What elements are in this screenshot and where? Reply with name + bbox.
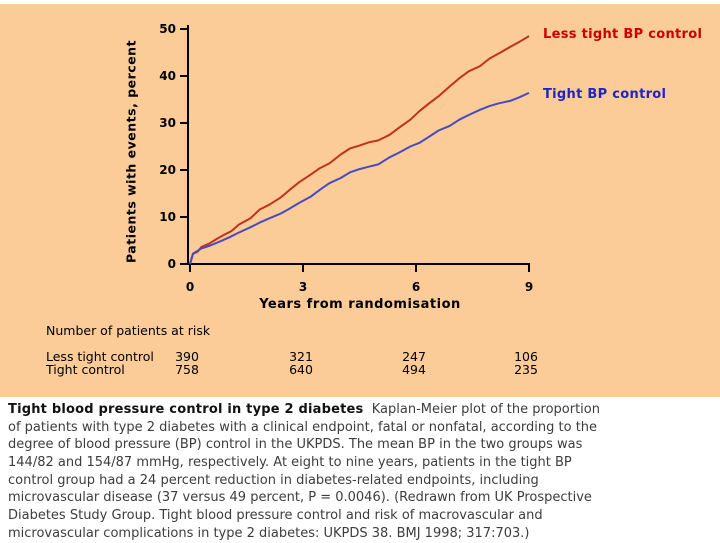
legend-label-tight: Tight BP control [543,87,667,102]
caption-title: Tight blood pressure control in type 2 d… [8,402,364,417]
figure-caption: Tight blood pressure control in type 2 d… [8,401,720,543]
at-risk-value: 640 [289,362,313,377]
at-risk-header: Number of patients at risk [46,323,211,338]
at-risk-row: Less tight control 390 321 247 106 [0,349,720,364]
caption-line: degree of blood pressure (BP) control in… [8,437,583,453]
y-tick-label: 10 [159,210,176,224]
x-tick-label: 9 [525,280,533,294]
caption-line: control group had a 24 percent reduction… [8,472,539,488]
y-axis-title: Patients with events, percent [123,39,139,264]
x-tick-label: 0 [186,280,194,294]
caption-line: of patients with type 2 diabetes with a … [8,419,598,435]
series-line-less-tight [189,35,530,265]
at-risk-value: 247 [402,349,426,364]
y-tick-label: 0 [168,257,176,271]
at-risk-value: 321 [289,349,313,364]
caption-line: microvascular disease (37 versus 49 perc… [8,490,592,506]
caption-line: Diabetes Study Group. Tight blood pressu… [8,508,543,524]
at-risk-value: 758 [175,362,199,377]
caption-line: 144/82 and 154/87 mmHg, respectively. At… [8,455,572,471]
caption-line: microvascular complications in type 2 di… [8,525,530,541]
at-risk-value: 106 [514,349,538,364]
at-risk-value: 235 [514,362,538,377]
caption-line: Tight blood pressure control in type 2 d… [8,401,720,419]
at-risk-row: Tight control 758 640 494 235 [0,362,720,377]
y-tick-label: 30 [159,116,176,130]
figure-panel: 0 10 20 30 40 50 0 3 6 9 Patients with events, pe… [0,4,720,397]
x-tick-label: 6 [412,280,420,294]
y-tick-label: 40 [159,69,176,83]
at-risk-row-label: Tight control [46,362,125,377]
km-chart: 0 10 20 30 40 50 0 3 6 9 [159,22,533,294]
x-tick-label: 3 [299,280,307,294]
y-tick-label: 20 [159,163,176,177]
caption-text: Kaplan-Meier plot of the proportion [363,402,600,417]
legend-label-less-tight: Less tight BP control [543,27,703,42]
at-risk-value: 494 [402,362,426,377]
y-tick-label: 50 [159,22,176,36]
at-risk-row-label: Less tight control [46,349,154,364]
at-risk-value: 390 [175,349,199,364]
series-line-tight [189,91,530,265]
x-axis-title: Years from randomisation [259,297,461,312]
